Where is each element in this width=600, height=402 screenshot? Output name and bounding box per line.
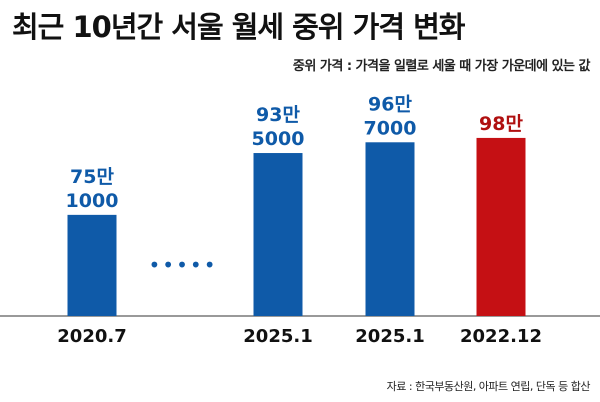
bar-2025.1 xyxy=(253,153,303,316)
bar-2025.1 xyxy=(365,142,415,316)
x-tick-label: 2020.7 xyxy=(57,326,126,347)
data-label: 96만 xyxy=(368,93,412,115)
data-label: 75만 xyxy=(70,166,114,188)
chart-subtitle: 중위 가격 : 가격을 일렬로 세울 때 가장 가운데에 있는 값 xyxy=(292,59,591,74)
gap-ellipsis: ••••• xyxy=(149,253,218,277)
data-label: 93만 xyxy=(256,104,300,126)
data-label: 5000 xyxy=(252,128,305,150)
source-note: 자료 : 한국부동산원, 아파트 연립, 단독 등 합산 xyxy=(386,380,591,393)
x-tick-label: 2022.12 xyxy=(460,326,542,347)
x-tick-label: 2025.1 xyxy=(355,326,424,347)
chart-title: 최근 10년간 서울 월세 중위 가격 변화 xyxy=(12,10,465,44)
data-label: 98만 xyxy=(479,113,523,135)
bar-2020.7 xyxy=(67,214,117,316)
bar-2022.12 xyxy=(476,137,526,316)
x-tick-label: 2025.1 xyxy=(243,326,312,347)
data-label: 1000 xyxy=(66,190,119,212)
data-label: 7000 xyxy=(364,117,417,139)
